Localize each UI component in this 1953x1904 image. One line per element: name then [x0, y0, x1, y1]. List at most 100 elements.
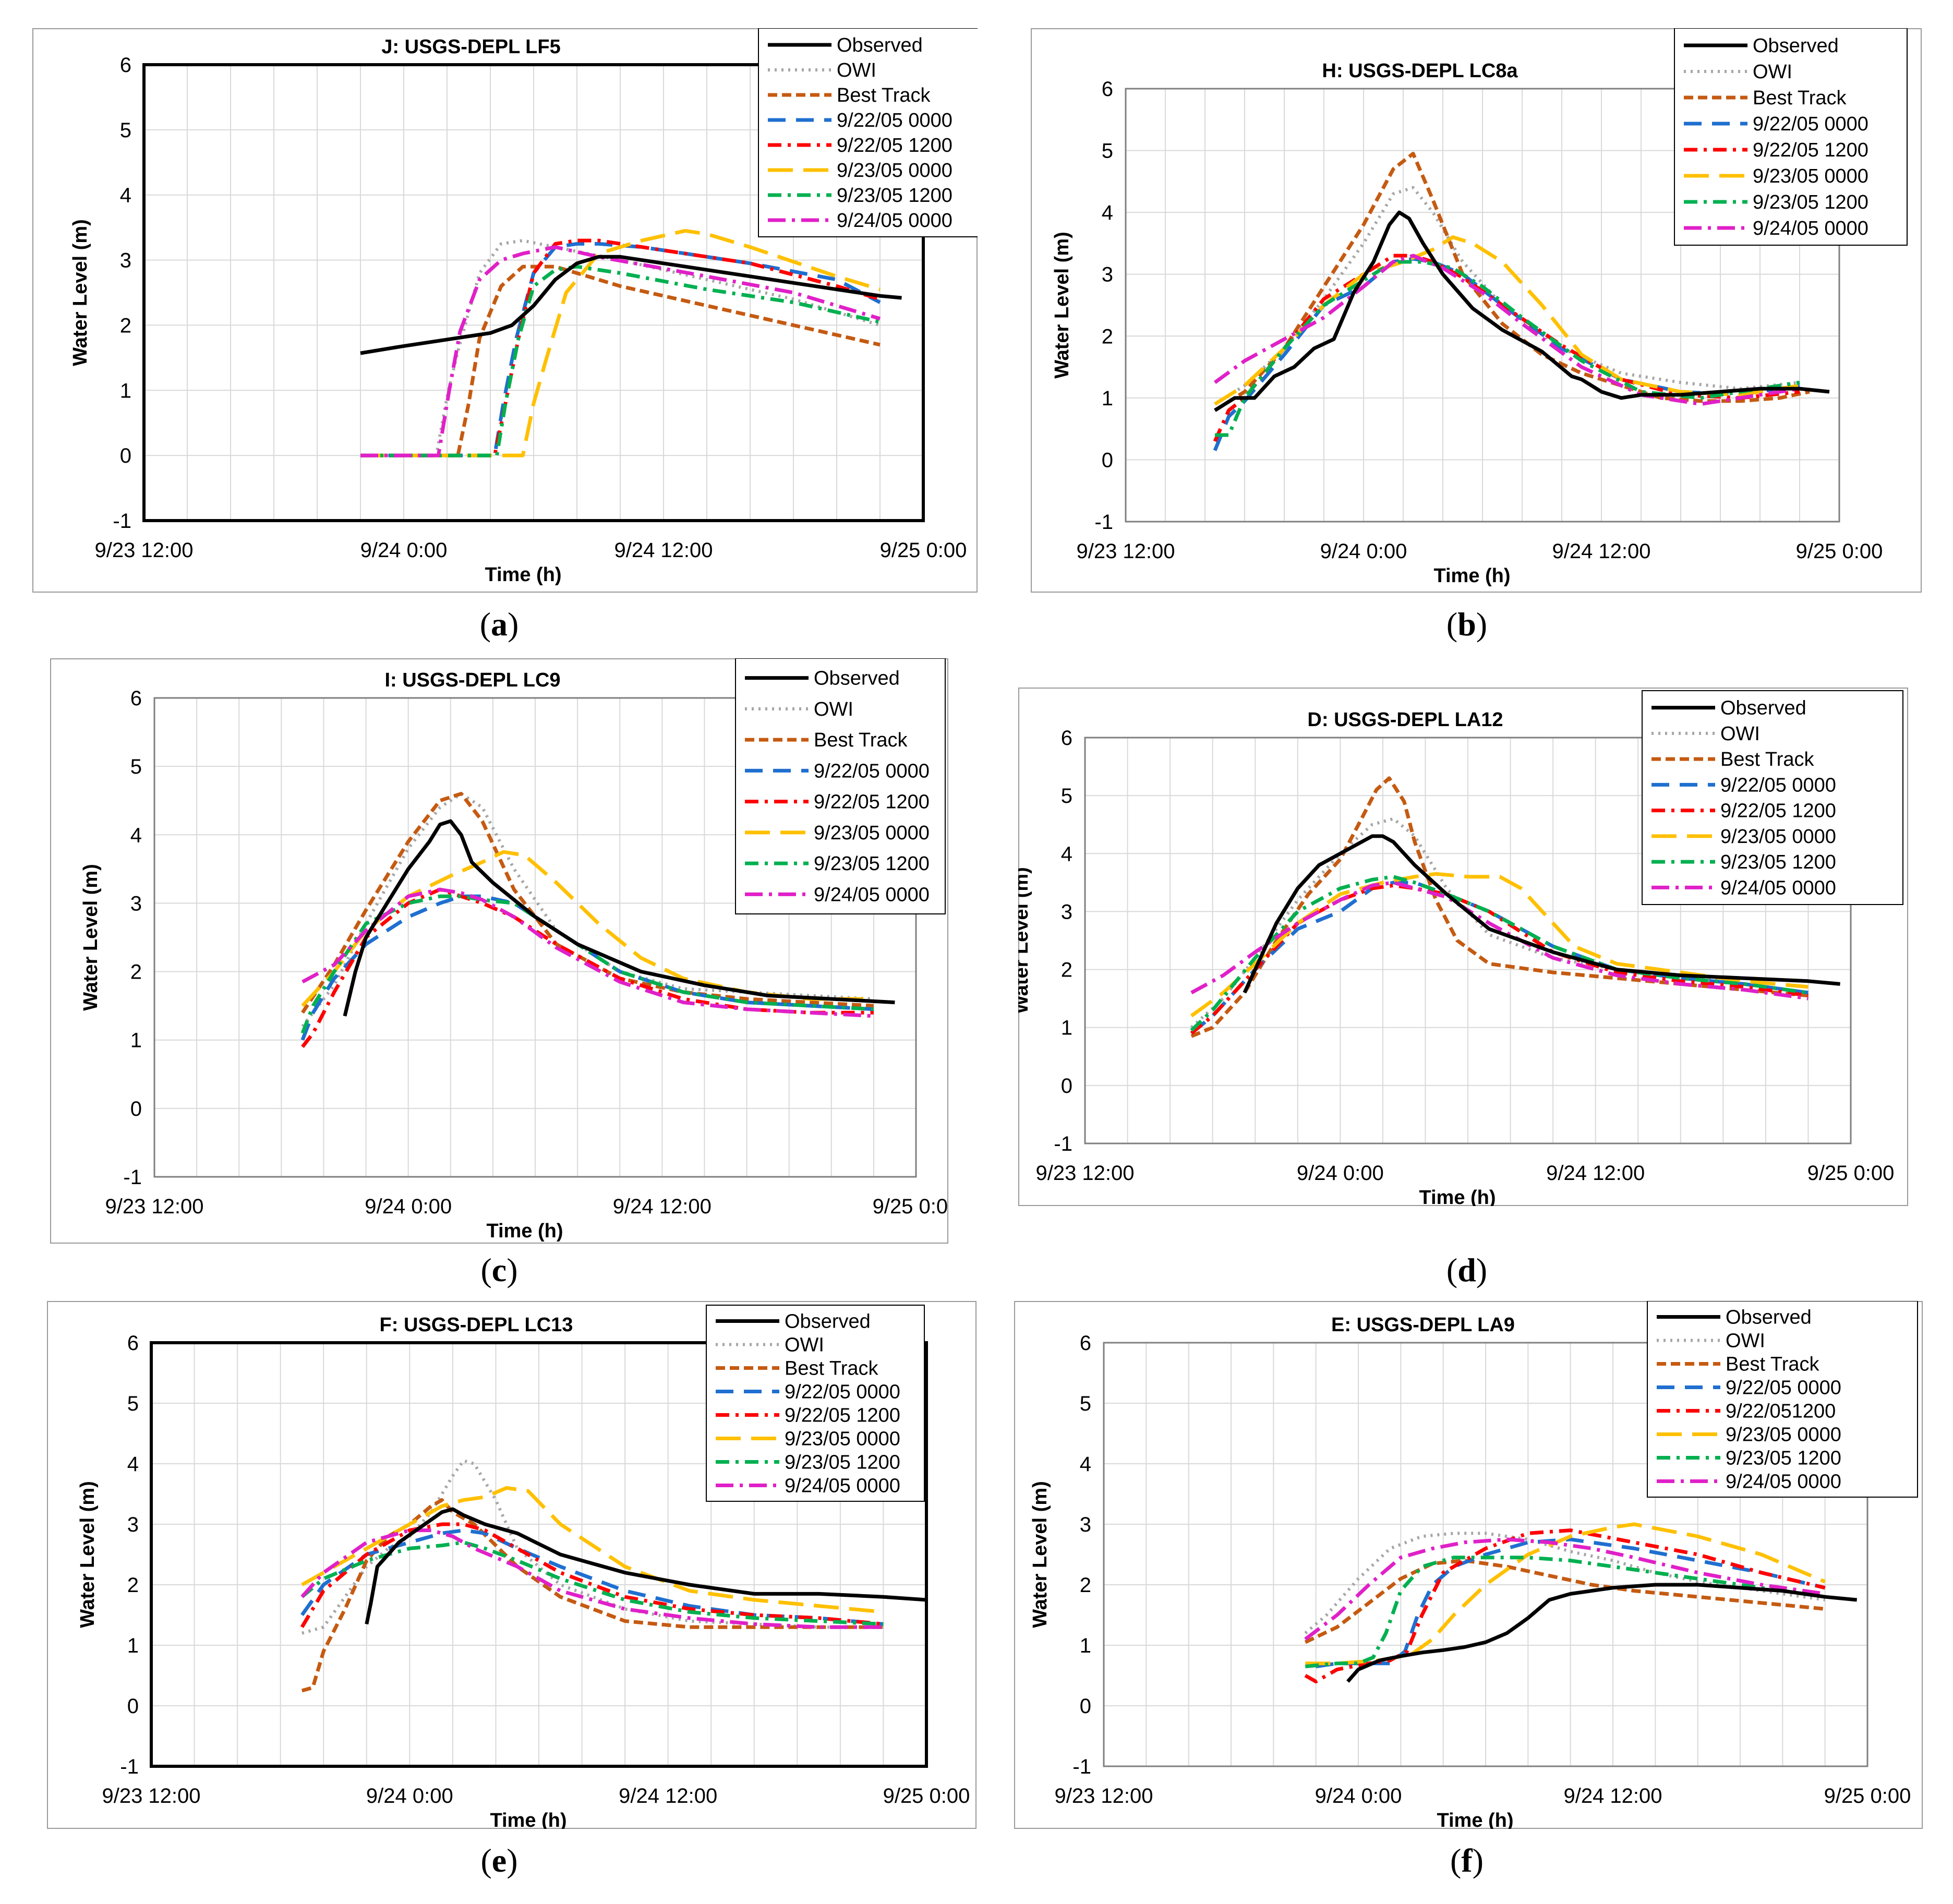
series-line-obs	[360, 255, 902, 355]
x-tick-label: 9/23 12:00	[1054, 1785, 1153, 1807]
legend-label: Best Track	[1726, 1354, 1819, 1376]
legend-box	[758, 28, 978, 237]
legend-label: OWI	[1753, 61, 1792, 83]
plot-area-border	[1103, 1342, 1868, 1767]
legend-label: 9/22/05 1200	[1720, 800, 1836, 822]
legend-label: Best Track	[837, 85, 931, 106]
y-tick-label: 2	[127, 1574, 139, 1597]
chart-title: E: USGS-DEPL LA9	[1331, 1314, 1515, 1336]
panel-caption-letter: b	[1457, 606, 1476, 643]
y-tick-label: 3	[130, 892, 142, 915]
legend-label: 9/22/05 0000	[1753, 113, 1868, 135]
y-axis-label: Water Level (m)	[1051, 232, 1073, 379]
gridlines	[1085, 738, 1851, 1143]
y-tick-label: 6	[120, 54, 131, 77]
y-tick-label: 1	[127, 1634, 139, 1657]
legend-label: 9/24/05 0000	[837, 210, 953, 232]
y-tick-label: -1	[1094, 511, 1113, 534]
series-line-bt	[1190, 776, 1809, 1038]
y-tick-label: 5	[127, 1392, 139, 1415]
x-axis-label: Time (h)	[1437, 1810, 1513, 1829]
legend-label: 9/22/05 0000	[1726, 1377, 1841, 1399]
y-axis-label: Water Level (m)	[1029, 1481, 1051, 1628]
x-axis-label: Time (h)	[486, 1220, 563, 1242]
x-tick-label: 9/24 12:00	[614, 539, 713, 562]
legend-label: Observed	[785, 1311, 871, 1333]
y-tick-label: 4	[130, 824, 142, 847]
legend-label: Observed	[1720, 697, 1806, 719]
legend-label: 9/23/05 1200	[814, 853, 930, 875]
legend-label: 9/23/05 0000	[1753, 165, 1868, 187]
x-tick-label: 9/24 0:00	[1297, 1162, 1384, 1185]
x-tick-label: 9/24 0:00	[366, 1785, 453, 1807]
chart-c: -1 0 1 2 3 4 5 6 9/23 12:00 9/24 0:00 9/24 12:00 9/…	[80, 658, 948, 1242]
series-line-obs	[1214, 210, 1830, 412]
chart-title: J: USGS-DEPL LF5	[381, 36, 560, 58]
series-line-b22	[1213, 254, 1800, 442]
legend-label: 9/23/05 0000	[785, 1428, 900, 1450]
y-tick-label: 0	[130, 1098, 142, 1120]
y-tick-label: 4	[1061, 842, 1072, 865]
panel-caption-e: (e)	[480, 1842, 518, 1879]
y-tick-label: 2	[1061, 959, 1072, 982]
legend-label: OWI	[814, 698, 853, 720]
y-tick-label: 3	[1080, 1513, 1091, 1536]
legend-label: 9/22/05 1200	[1753, 139, 1868, 161]
legend-box	[1642, 690, 1903, 905]
x-tick-label: 9/24 12:00	[619, 1785, 717, 1807]
legend-box	[706, 1305, 925, 1502]
legend-label: 9/23/05 1200	[1753, 191, 1868, 213]
x-tick-label: 9/23 12:00	[102, 1785, 200, 1807]
x-tick-label: 9/23 12:00	[1076, 540, 1175, 563]
chart-a: -1 0 1 2 3 4 5 6 9/23 12:00 9/24 0:00 9/24 12:00 9/…	[69, 28, 978, 586]
series-line-b23	[300, 1540, 884, 1626]
series-line-b23	[1305, 1556, 1826, 1669]
legend-label: OWI	[785, 1334, 824, 1356]
legend-label: 9/23/05 0000	[1720, 826, 1836, 848]
panel-caption-a: (a)	[479, 606, 519, 643]
series-line-a23	[360, 228, 881, 457]
panel-caption-letter: c	[491, 1251, 507, 1288]
chart-e: -1 0 1 2 3 4 5 6 9/23 12:00 9/24 0:00 9/24 12:00 9/…	[77, 1305, 970, 1829]
chart-title: D: USGS-DEPL LA12	[1307, 709, 1503, 731]
series-line-a23	[1190, 872, 1809, 1018]
y-tick-label: 2	[1080, 1574, 1091, 1597]
series-line-obs	[365, 1507, 927, 1625]
x-axis-label: Time (h)	[485, 564, 561, 586]
series-line-a24	[300, 1528, 884, 1629]
legend-label: 9/22/05 1200	[785, 1405, 900, 1427]
legend-label: 9/22/05 0000	[785, 1381, 900, 1403]
series-line-a24	[360, 245, 881, 457]
legend-label: OWI	[1720, 723, 1760, 745]
chart-d: -1 0 1 2 3 4 5 6 9/23 12:00 9/24 0:00 9/24 12:00 9/…	[1018, 690, 1903, 1206]
series-line-a22	[1213, 257, 1800, 451]
y-tick-label: 2	[120, 314, 131, 337]
y-tick-label: 3	[1061, 900, 1072, 923]
plot-area-border	[1125, 88, 1840, 523]
x-tick-label: 9/25 0:00	[1796, 540, 1883, 563]
y-tick-label: 3	[127, 1513, 139, 1536]
legend-label: Best Track	[785, 1358, 878, 1380]
plot-area-border	[153, 697, 917, 1178]
panel-caption-f: (f)	[1450, 1842, 1484, 1879]
y-tick-label: 0	[1061, 1075, 1072, 1098]
legend-label: 9/23/05 1200	[1720, 851, 1836, 873]
series-line-owi	[302, 1459, 884, 1635]
legend-label: 9/24/05 0000	[1753, 218, 1868, 239]
legend-box	[735, 658, 946, 914]
y-tick-label: 5	[130, 755, 142, 778]
y-tick-label: -1	[120, 1755, 139, 1778]
legend-label: 9/22/05 0000	[837, 110, 953, 131]
series-line-bt	[360, 264, 881, 457]
y-tick-label: 1	[130, 1029, 142, 1052]
panel-caption-letter: e	[491, 1842, 507, 1879]
y-tick-label: -1	[1054, 1132, 1072, 1155]
y-axis-label: Water Level (m)	[69, 219, 91, 366]
y-tick-label: 2	[1102, 325, 1113, 348]
panel-caption-c: (c)	[480, 1251, 518, 1288]
x-tick-label: 9/24 0:00	[1315, 1785, 1402, 1807]
